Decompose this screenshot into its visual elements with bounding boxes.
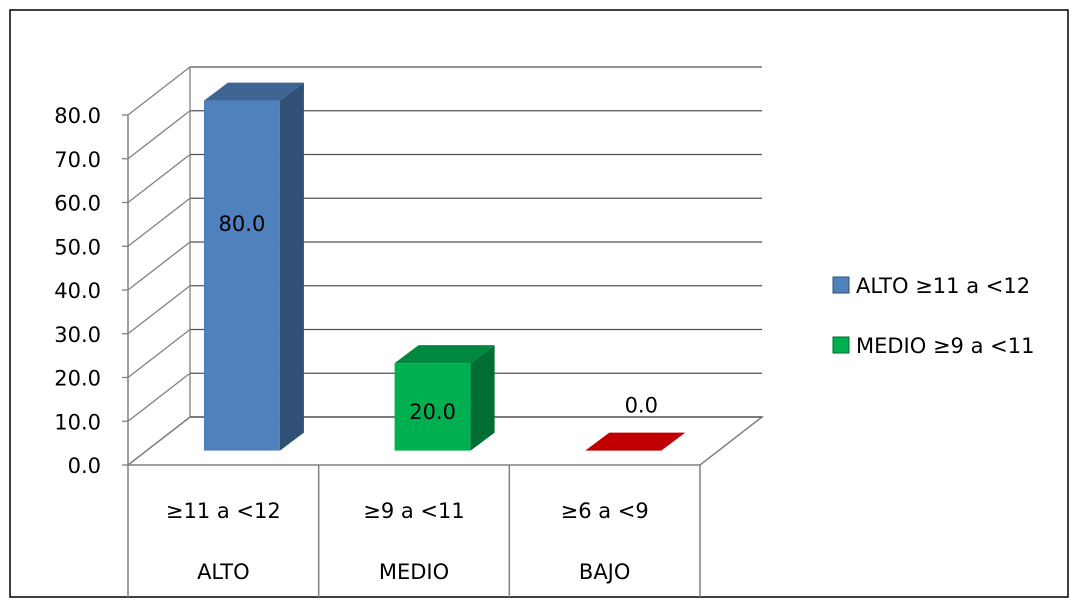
bar-medio: 20.0 — [394, 345, 495, 451]
chart-border — [9, 9, 1069, 598]
side-gridline — [127, 416, 191, 466]
bar-front — [394, 363, 471, 451]
data-label: 20.0 — [409, 400, 456, 424]
x-tick-label: ≥6 a <9 — [561, 499, 649, 523]
x-tick-label: ≥9 a <11 — [363, 499, 465, 523]
bar-top — [394, 345, 495, 364]
side-gridline — [127, 110, 191, 160]
bar-bajo: 0.0 — [585, 394, 686, 451]
bar-front — [203, 100, 280, 451]
legend-swatch — [832, 336, 850, 354]
y-tick-label: 30.0 — [54, 323, 101, 347]
legend-label: ALTO ≥11 a <12 — [856, 274, 1030, 298]
bar-top — [203, 82, 304, 101]
x-group-label: MEDIO — [379, 560, 449, 584]
legend-swatch — [832, 276, 850, 294]
y-tick-label: 80.0 — [54, 104, 101, 128]
data-label: 80.0 — [219, 212, 266, 236]
bar-top — [585, 432, 686, 451]
y-tick-label: 0.0 — [68, 454, 101, 478]
bar-alto: 80.0 — [203, 82, 304, 451]
bar-side — [279, 82, 304, 451]
side-gridline — [127, 153, 191, 204]
side-gridline — [127, 285, 191, 335]
y-tick-label: 50.0 — [54, 235, 101, 259]
y-tick-label: 70.0 — [54, 148, 101, 172]
y-tick-label: 40.0 — [54, 279, 101, 303]
side-gridline — [127, 372, 191, 422]
side-gridline — [127, 328, 191, 379]
y-tick-label: 10.0 — [54, 410, 101, 434]
side-gridline — [127, 66, 191, 116]
data-label: 0.0 — [625, 394, 658, 418]
legend-label: MEDIO ≥9 a <11 — [856, 334, 1034, 358]
side-gridline — [127, 241, 191, 291]
y-tick-label: 60.0 — [54, 192, 101, 216]
x-group-label: ALTO — [197, 560, 250, 584]
legend: ALTO ≥11 a <12 MEDIO ≥9 a <11 — [832, 274, 1034, 358]
x-group-label: BAJO — [579, 560, 631, 584]
side-gridline — [127, 197, 191, 247]
x-tick-label: ≥11 a <12 — [166, 499, 281, 523]
plot-area: 0.0 10.0 20.0 30.0 40.0 50.0 60.0 70.0 80.0 80.0 2… — [54, 66, 765, 597]
bar-side — [470, 345, 495, 451]
y-tick-label: 20.0 — [54, 367, 101, 391]
